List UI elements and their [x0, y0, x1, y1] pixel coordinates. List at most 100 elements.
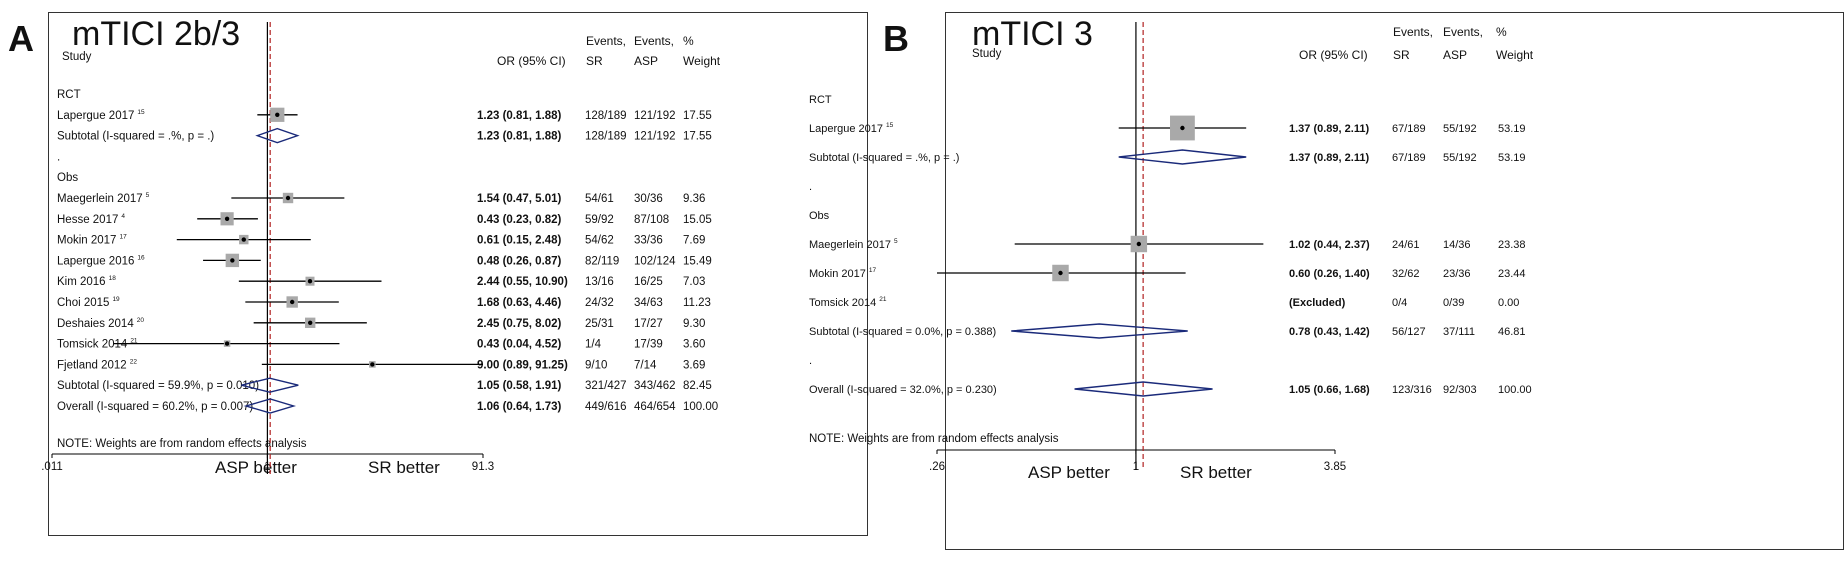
- events-sr: 123/316: [1392, 384, 1432, 396]
- plot-frame: [48, 12, 868, 536]
- events-sr: 54/62: [585, 235, 614, 247]
- weight-percent: 9.30: [683, 318, 705, 330]
- row-label-obs: Obs: [57, 172, 78, 184]
- ci-text: 1.05 (0.66, 1.68): [1289, 384, 1370, 396]
- column-header-weight-line1: %: [1496, 25, 1507, 39]
- events-sr: 128/189: [585, 131, 627, 143]
- events-sr: 0/4: [1392, 297, 1407, 309]
- events-asp: 33/36: [634, 235, 663, 247]
- column-header-events-asp-line2: ASP: [1443, 48, 1468, 62]
- weight-percent: 15.49: [683, 255, 712, 267]
- events-sr: 321/427: [585, 380, 627, 392]
- point-estimate: [230, 258, 235, 263]
- weight-percent: 53.19: [1498, 123, 1526, 135]
- events-sr: 1/4: [585, 339, 602, 351]
- panel-label: A: [8, 18, 34, 59]
- weight-percent: 9.36: [683, 193, 705, 205]
- events-asp: 17/39: [634, 339, 663, 351]
- ci-text: (Excluded): [1289, 297, 1346, 309]
- row-label-tomsick-2014: Tomsick 2014 21: [809, 296, 887, 309]
- weight-percent: 11.23: [683, 297, 711, 309]
- events-asp: 34/63: [634, 297, 663, 309]
- column-header-weight-line1: %: [683, 34, 694, 48]
- events-sr: 82/119: [585, 255, 619, 267]
- weights-note: NOTE: Weights are from random effects an…: [57, 438, 307, 450]
- forest-plot-panel-a: A mTICI 2b/3 Study OR (95% CI) Events, S…: [0, 0, 870, 579]
- point-estimate: [307, 320, 313, 325]
- events-asp: 0/39: [1443, 297, 1464, 309]
- weight-percent: 82.45: [683, 380, 712, 392]
- row-label-mokin-2017: Mokin 2017 17: [57, 234, 127, 247]
- ci-text: 1.06 (0.64, 1.73): [477, 401, 562, 413]
- row-label-deshaies-2014: Deshaies 2014 20: [57, 317, 144, 330]
- ci-text: 9.00 (0.89, 91.25): [477, 359, 568, 371]
- ci-text: 1.23 (0.81, 1.88): [477, 110, 562, 122]
- point-estimate: [1136, 241, 1142, 247]
- row-label-fjetland-2012: Fjetland 2012 22: [57, 358, 137, 371]
- row-label-spacer: .: [809, 355, 812, 367]
- row-label-rct: RCT: [57, 89, 81, 101]
- column-header-events-asp-line1: Events,: [634, 34, 675, 48]
- asp-better-label: ASP better: [215, 458, 297, 477]
- weight-percent: 3.69: [683, 359, 705, 371]
- x-tick-label: .011: [41, 461, 63, 473]
- ci-text: 0.78 (0.43, 1.42): [1289, 326, 1370, 338]
- events-sr: 24/61: [1392, 239, 1420, 251]
- column-header-events-asp-line1: Events,: [1443, 25, 1484, 39]
- point-estimate: [224, 216, 230, 221]
- weight-percent: 0.00: [1498, 297, 1519, 309]
- subtotal-diamond: [1011, 323, 1188, 339]
- events-sr: 25/31: [585, 318, 614, 330]
- column-header-events-sr-line2: SR: [1393, 48, 1410, 62]
- events-sr: 59/92: [585, 214, 614, 226]
- point-estimate: [289, 299, 295, 305]
- column-header-or: OR (95% CI): [497, 54, 566, 68]
- weight-percent: 23.38: [1498, 239, 1526, 251]
- events-sr: 128/189: [585, 110, 627, 122]
- row-label-maegerlein-2017: Maegerlein 2017 5: [809, 238, 898, 251]
- weight-percent: 3.60: [683, 339, 705, 351]
- events-asp: 14/36: [1443, 239, 1471, 251]
- x-tick-label: 3.85: [1324, 461, 1346, 473]
- column-header-weight-line2: Weight: [683, 54, 721, 68]
- events-asp: 55/192: [1443, 123, 1477, 135]
- chart-title: mTICI 2b/3: [72, 15, 241, 53]
- ci-text: 1.23 (0.81, 1.88): [477, 131, 562, 143]
- events-asp: 92/303: [1443, 384, 1477, 396]
- events-asp: 16/25: [634, 276, 663, 288]
- events-sr: 32/62: [1392, 268, 1420, 280]
- ci-text: 2.45 (0.75, 8.02): [477, 318, 562, 330]
- ci-text: 1.05 (0.58, 1.91): [477, 380, 562, 392]
- weight-percent: 15.05: [683, 214, 712, 226]
- row-label-maegerlein-2017: Maegerlein 2017 5: [57, 192, 150, 205]
- ci-text: 0.48 (0.26, 0.87): [477, 255, 562, 267]
- sr-better-label: SR better: [368, 458, 440, 477]
- plot-frame: [945, 12, 1844, 550]
- ci-text: 1.02 (0.44, 2.37): [1289, 239, 1370, 251]
- weights-note: NOTE: Weights are from random effects an…: [809, 433, 1059, 445]
- overall-diamond: [243, 398, 297, 414]
- events-sr: 67/189: [1392, 123, 1426, 135]
- weight-percent: 17.55: [683, 131, 712, 143]
- point-estimate: [285, 195, 291, 201]
- events-sr: 24/32: [585, 297, 614, 309]
- column-header-events-sr-line2: SR: [586, 54, 603, 68]
- weight-percent: 23.44: [1498, 268, 1526, 280]
- weight-percent: 100.00: [683, 401, 718, 413]
- row-label-tomsick-2014: Tomsick 2014 21: [57, 338, 138, 351]
- subtotal-diamond: [241, 377, 299, 393]
- row-label-obs: Obs: [809, 210, 830, 222]
- events-asp: 121/192: [634, 110, 676, 122]
- row-label-mokin-2017: Mokin 2017 17: [809, 267, 876, 280]
- events-sr: 9/10: [585, 359, 607, 371]
- column-header-events-sr-line1: Events,: [586, 34, 627, 48]
- row-label-hesse-2017: Hesse 2017 4: [57, 213, 125, 226]
- x-tick-label: .26: [929, 461, 945, 473]
- overall-diamond: [1074, 381, 1213, 397]
- column-header-weight-line2: Weight: [1496, 48, 1534, 62]
- events-asp: 17/27: [634, 318, 663, 330]
- point-estimate: [1058, 270, 1063, 276]
- events-asp: 7/14: [634, 359, 657, 371]
- row-label-overall-i-squared-60-2-p-0-007: Overall (I-squared = 60.2%, p = 0.007): [57, 401, 253, 413]
